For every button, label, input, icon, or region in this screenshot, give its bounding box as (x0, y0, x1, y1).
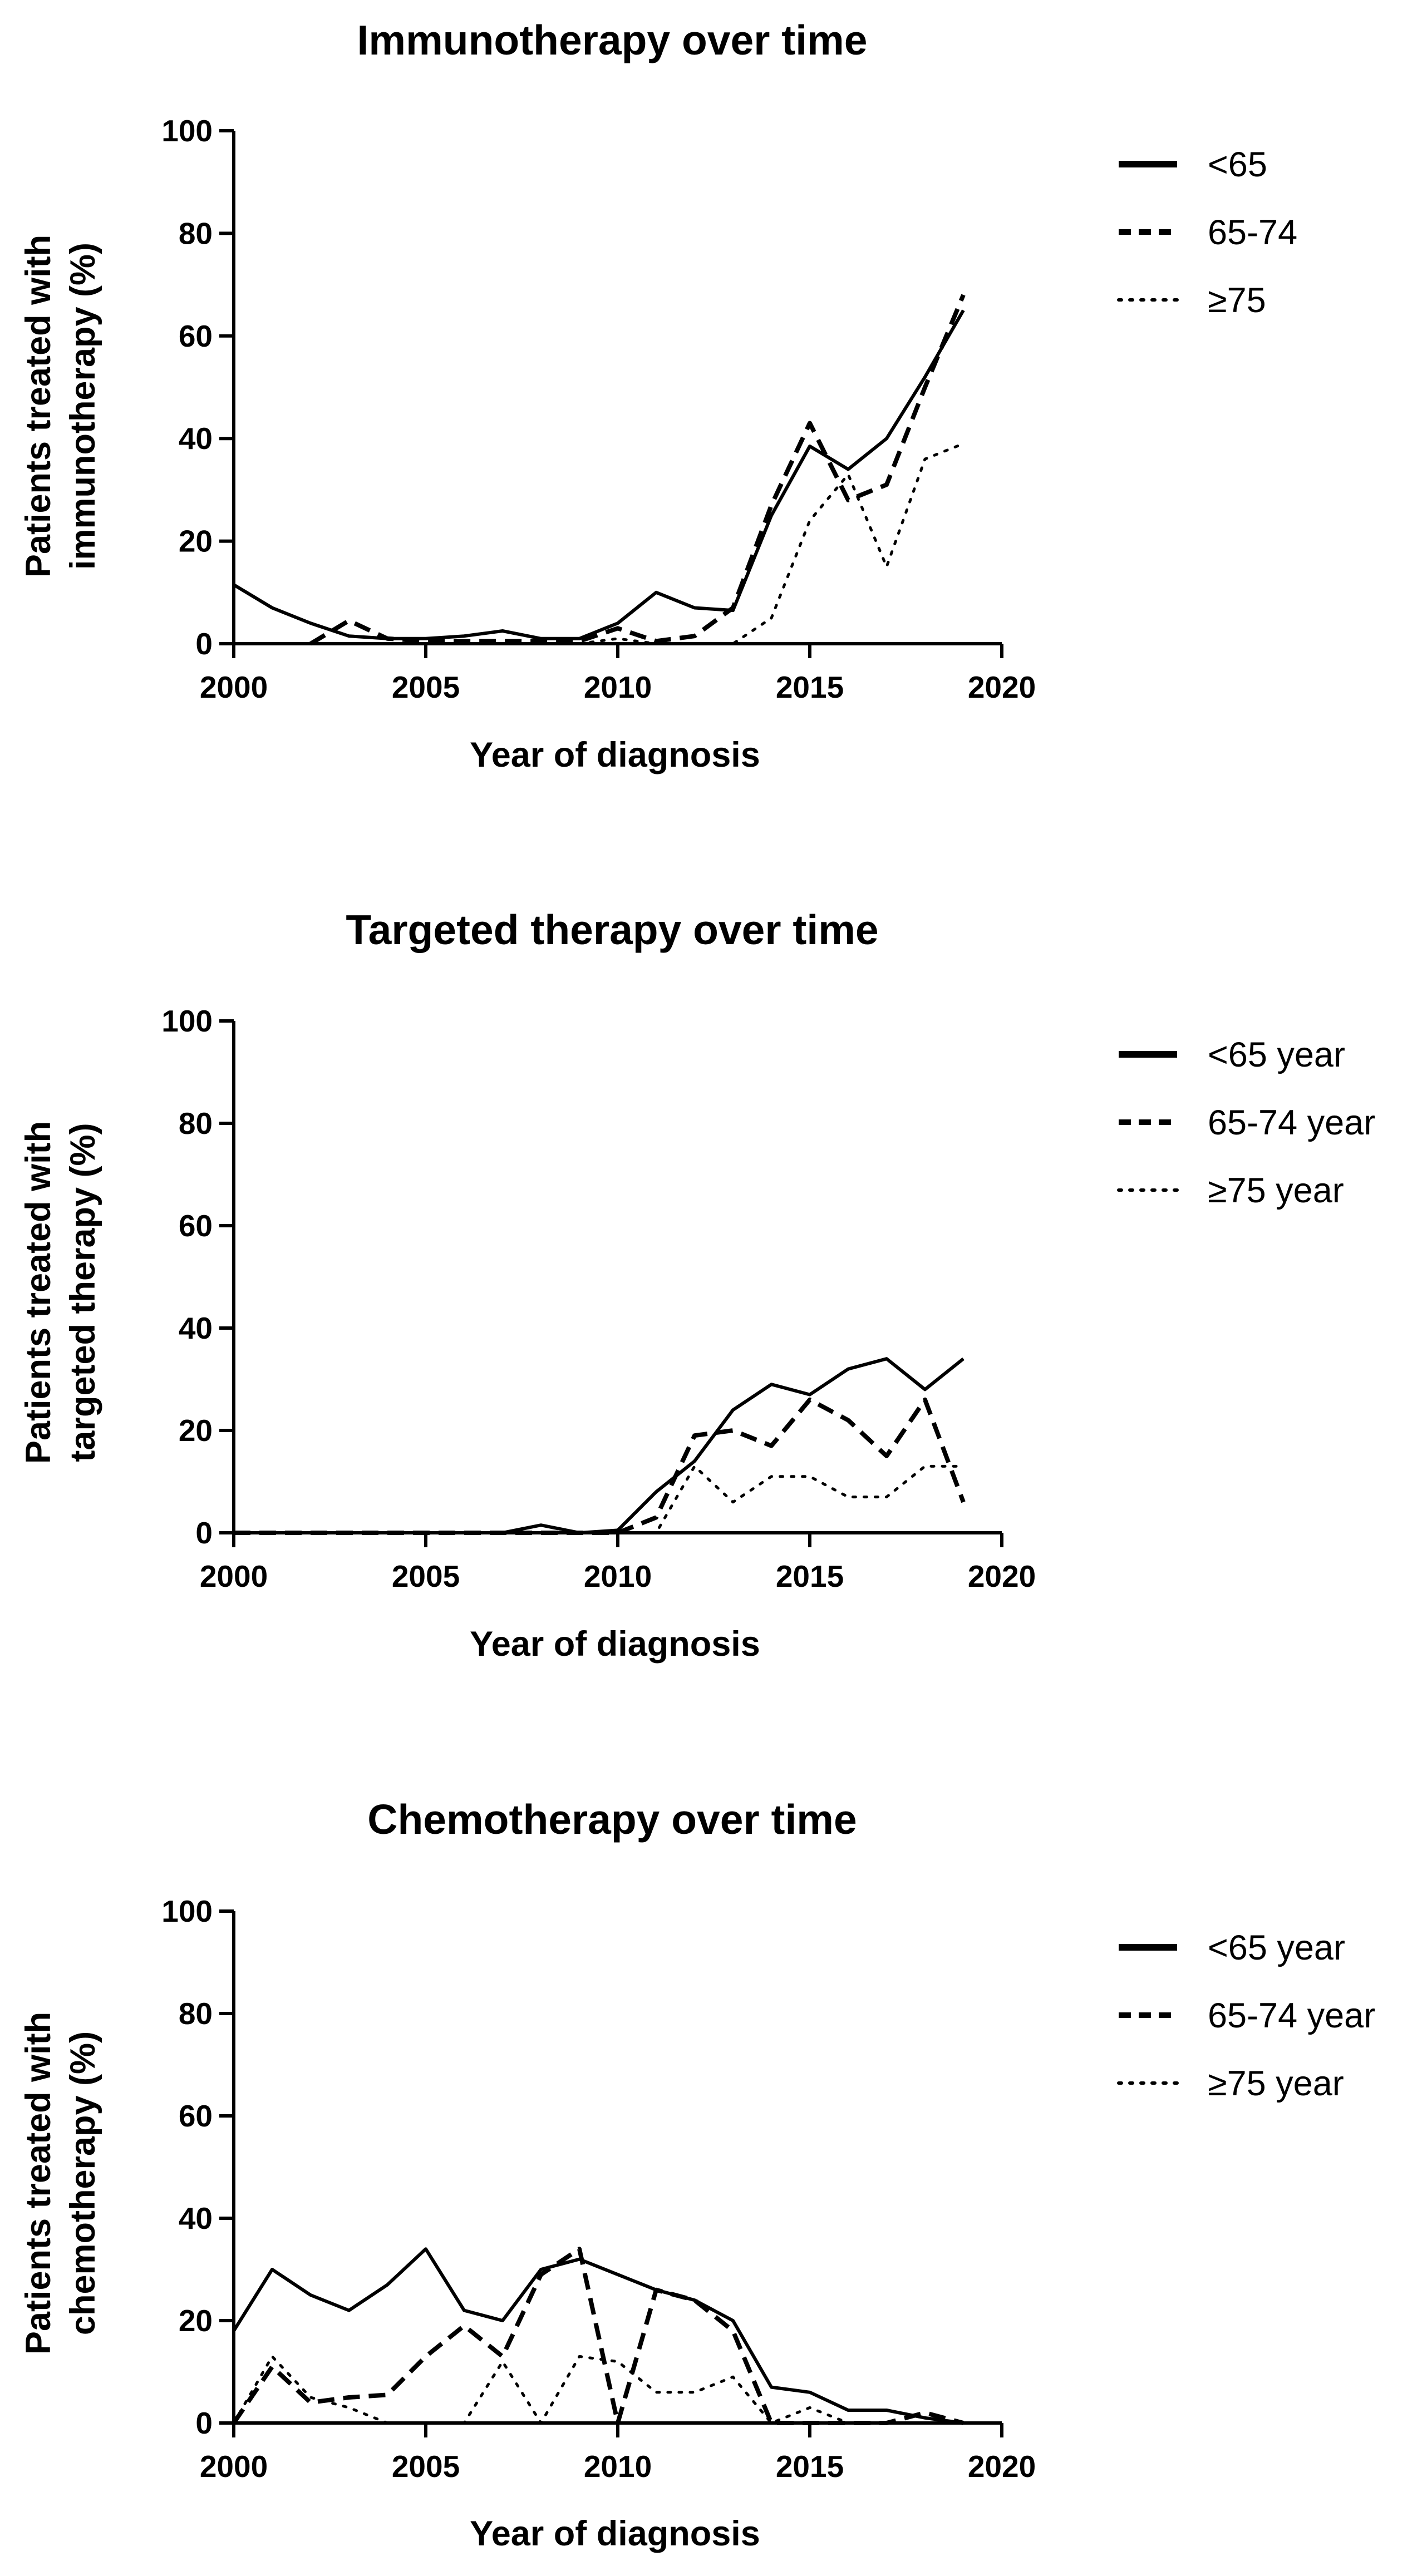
legend-label: <65 year (1208, 1928, 1345, 1967)
plot-area: 0 20 40 60 80 100 2000 2005 2010 2015 2020 (161, 1004, 1036, 1593)
legend-label: 65-74 year (1208, 1103, 1375, 1142)
legend: <65 year 65-74 year ≥75 year (1117, 1928, 1375, 2103)
series-line-solid (232, 2247, 964, 2425)
x-tick-label: 2005 (392, 2449, 460, 2484)
y-axis-label: Patients treated with chemotherapy (%) (19, 2012, 102, 2355)
legend-label: ≥75 year (1208, 2064, 1344, 2103)
chart-title: Immunotherapy over time (357, 17, 868, 63)
x-axis-label: Year of diagnosis (470, 2514, 760, 2553)
y-tick-label: 80 (179, 216, 213, 250)
series-line-solid (233, 309, 965, 640)
series-line-dashed (309, 294, 966, 646)
legend-label: 65-74 (1208, 213, 1297, 252)
legend-label: <65 (1208, 145, 1267, 184)
x-tick-label: 2005 (392, 1559, 460, 1593)
x-tick-label: 2015 (776, 1559, 844, 1593)
x-tick-label: 2000 (200, 670, 268, 704)
y-tick-label: 20 (179, 2303, 213, 2338)
x-tick-label: 2015 (776, 670, 844, 704)
y-tick-label: 20 (179, 1413, 213, 1448)
y-tick-label: 0 (195, 1516, 213, 1550)
x-tick-label: 2010 (584, 670, 652, 704)
y-axis-label-line-2: targeted therapy (%) (63, 1123, 102, 1462)
series-line-dashed (232, 2247, 965, 2425)
y-tick-label: 20 (179, 524, 213, 559)
y-axis-label-line-1: Patients treated with (19, 1121, 58, 1464)
y-axis-label-line-1: Patients treated with (19, 235, 58, 578)
legend-label: 65-74 year (1208, 1996, 1375, 2035)
y-tick-label: 60 (179, 2099, 213, 2133)
legend: <65 year 65-74 year ≥75 year (1117, 1035, 1375, 1210)
y-axis-label-line-1: Patients treated with (19, 2012, 58, 2355)
y-tick-label: 40 (179, 2201, 213, 2236)
plot-area: 0 20 40 60 80 100 2000 2005 2010 2015 2020 (161, 113, 1036, 704)
x-tick-label: 2010 (584, 2449, 652, 2484)
series-line-dotted (616, 1464, 965, 1534)
chart-title: Chemotherapy over time (367, 1796, 857, 1843)
legend-label: <65 year (1208, 1035, 1345, 1074)
x-tick-label: 2015 (776, 2449, 844, 2484)
series-line-dotted (232, 2355, 965, 2425)
x-axis-label: Year of diagnosis (470, 736, 760, 774)
y-tick-label: 0 (195, 2406, 213, 2440)
y-tick-label: 80 (179, 1106, 213, 1141)
series-line-dashed (234, 1397, 966, 1535)
legend-label: ≥75 (1208, 281, 1266, 320)
legend: <65 65-74 ≥75 (1117, 145, 1297, 320)
y-tick-label: 100 (161, 1004, 213, 1038)
x-tick-label: 2000 (200, 1559, 268, 1593)
y-tick-label: 60 (179, 1208, 213, 1243)
x-tick-label: 2005 (392, 670, 460, 704)
y-axis-label: Patients treated with immunotherapy (%) (19, 235, 102, 578)
plot-area: 0 20 40 60 80 100 2000 2005 2010 2015 2020 (161, 1894, 1036, 2484)
chart-immunotherapy: Immunotherapy over time Patients treated… (19, 17, 1297, 774)
y-tick-label: 40 (179, 421, 213, 456)
y-axis-label-line-2: immunotherapy (%) (63, 243, 102, 570)
y-tick-label: 40 (179, 1311, 213, 1345)
chart-targeted-therapy: Targeted therapy over time Patients trea… (19, 906, 1375, 1664)
chart-title: Targeted therapy over time (346, 906, 878, 953)
x-tick-label: 2010 (584, 1559, 652, 1593)
y-axis-label-line-2: chemotherapy (%) (63, 2031, 102, 2335)
y-tick-label: 100 (161, 113, 213, 148)
chart-chemotherapy: Chemotherapy over time Patients treated … (19, 1796, 1375, 2553)
x-tick-label: 2020 (968, 1559, 1036, 1593)
y-tick-label: 100 (161, 1894, 213, 1928)
x-axis-label: Year of diagnosis (470, 1625, 760, 1664)
y-tick-label: 60 (179, 319, 213, 353)
series-line-dotted (578, 442, 965, 645)
y-axis-label: Patients treated with targeted therapy (… (19, 1121, 102, 1464)
x-tick-label: 2020 (968, 2449, 1036, 2484)
legend-label: ≥75 year (1208, 1171, 1344, 1210)
x-tick-label: 2020 (968, 670, 1036, 704)
y-tick-label: 80 (179, 1996, 213, 2031)
x-tick-label: 2000 (200, 2449, 268, 2484)
y-tick-label: 0 (195, 626, 213, 661)
series-line-solid (234, 1357, 965, 1534)
